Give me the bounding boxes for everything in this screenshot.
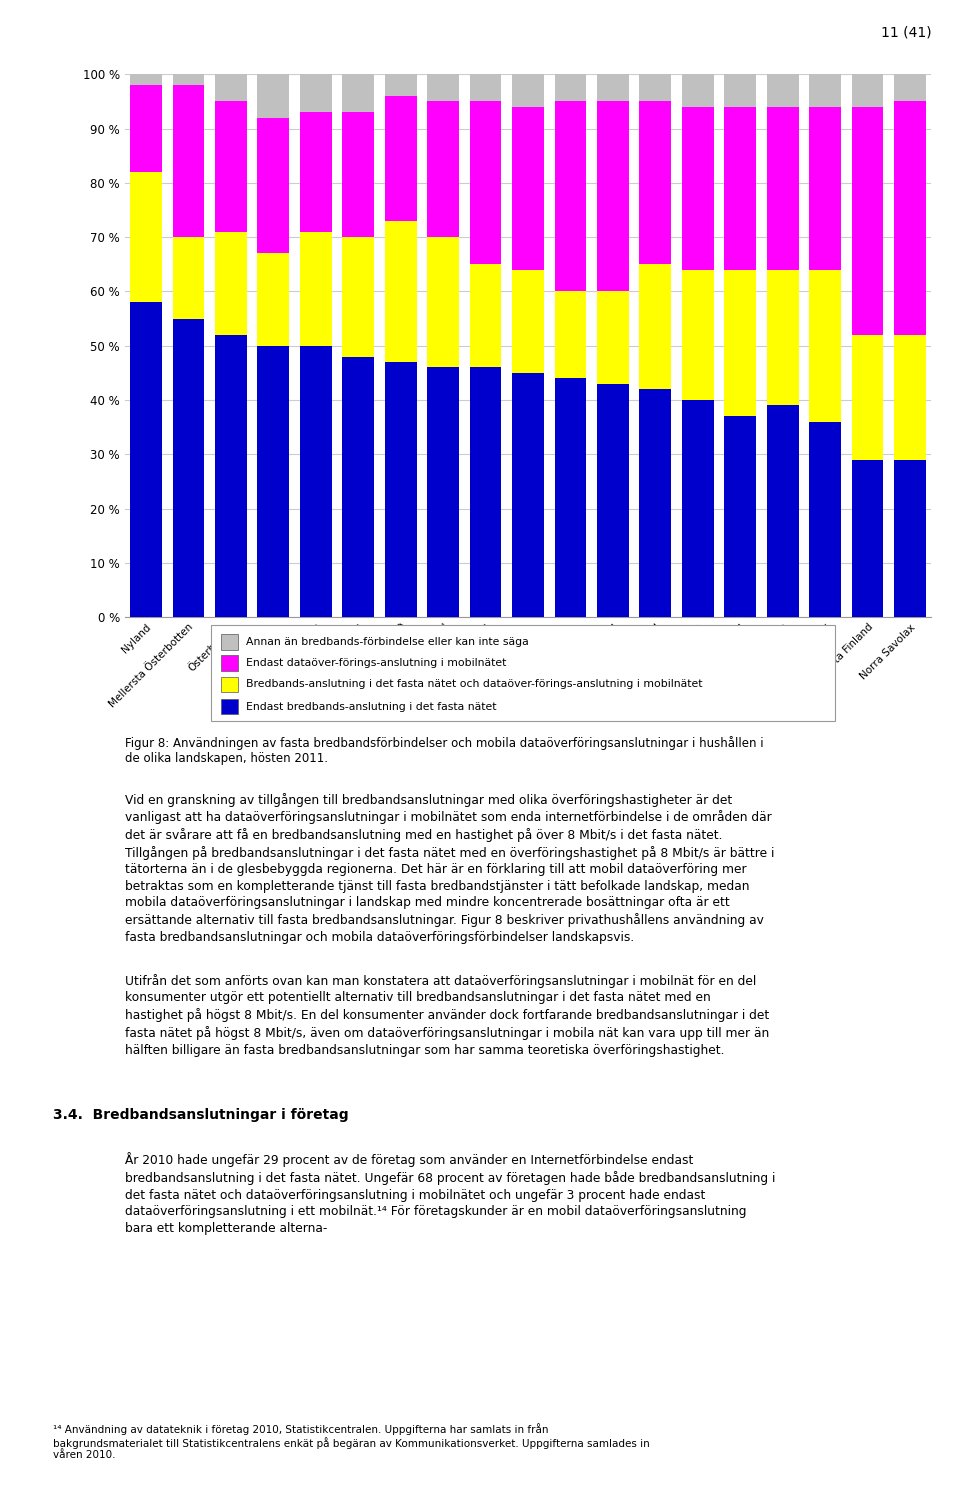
Bar xyxy=(427,238,459,367)
Bar xyxy=(469,74,501,101)
Bar xyxy=(852,335,883,459)
Bar xyxy=(724,269,756,416)
Bar xyxy=(300,232,332,346)
Bar xyxy=(512,107,544,269)
Bar xyxy=(597,101,629,291)
Bar xyxy=(257,74,289,117)
Bar xyxy=(343,113,374,238)
Text: ¹⁴ Användning av datateknik i företag 2010, Statistikcentralen. Uppgifterna har : ¹⁴ Användning av datateknik i företag 20… xyxy=(53,1423,650,1460)
Bar xyxy=(767,107,799,269)
Bar xyxy=(221,633,238,650)
Bar xyxy=(597,384,629,617)
Bar xyxy=(131,74,162,85)
Bar xyxy=(173,85,204,238)
Bar xyxy=(215,232,247,335)
Bar xyxy=(215,74,247,101)
Bar xyxy=(257,346,289,617)
Bar xyxy=(682,74,713,107)
Bar xyxy=(639,101,671,265)
Bar xyxy=(343,74,374,113)
Bar xyxy=(852,107,883,335)
Bar xyxy=(173,74,204,85)
Bar xyxy=(469,367,501,617)
Bar xyxy=(809,422,841,617)
Bar xyxy=(300,346,332,617)
Bar xyxy=(427,101,459,238)
Bar xyxy=(385,97,417,222)
Bar xyxy=(724,74,756,107)
Bar xyxy=(639,390,671,617)
Text: 11 (41): 11 (41) xyxy=(880,25,931,39)
Text: Vid en granskning av tillgången till bredbandsanslutningar med olika överförings: Vid en granskning av tillgången till bre… xyxy=(125,793,774,944)
Bar xyxy=(221,699,238,714)
Bar xyxy=(385,74,417,97)
Bar xyxy=(427,367,459,617)
Bar xyxy=(597,291,629,384)
Bar xyxy=(809,107,841,269)
Bar xyxy=(469,265,501,367)
Bar xyxy=(767,406,799,617)
Bar xyxy=(257,117,289,253)
Bar xyxy=(682,107,713,269)
Bar xyxy=(894,101,925,335)
Bar xyxy=(221,677,238,693)
Bar xyxy=(427,74,459,101)
Bar xyxy=(639,74,671,101)
Bar xyxy=(724,107,756,269)
Bar xyxy=(894,459,925,617)
Bar xyxy=(131,85,162,172)
Bar xyxy=(300,74,332,113)
FancyBboxPatch shape xyxy=(211,625,835,721)
Bar xyxy=(555,378,587,617)
Bar xyxy=(343,357,374,617)
Text: Annan än bredbands-förbindelse eller kan inte säga: Annan än bredbands-förbindelse eller kan… xyxy=(246,636,528,647)
Bar xyxy=(724,416,756,617)
Bar xyxy=(257,253,289,346)
Bar xyxy=(682,400,713,617)
Bar xyxy=(639,265,671,390)
Bar xyxy=(512,269,544,373)
Bar xyxy=(512,373,544,617)
Bar xyxy=(469,101,501,265)
Bar xyxy=(173,318,204,617)
Bar xyxy=(555,74,587,101)
Bar xyxy=(597,74,629,101)
Bar xyxy=(894,74,925,101)
Bar xyxy=(343,238,374,357)
Text: Endast dataöver-förings-anslutning i mobilnätet: Endast dataöver-förings-anslutning i mob… xyxy=(246,659,506,668)
Text: Bredbands-anslutning i det fasta nätet och dataöver-förings-anslutning i mobilnä: Bredbands-anslutning i det fasta nätet o… xyxy=(246,680,702,690)
Bar xyxy=(512,74,544,107)
Bar xyxy=(894,335,925,459)
Bar xyxy=(809,269,841,422)
Bar xyxy=(682,269,713,400)
Text: 3.4.  Bredbandsanslutningar i företag: 3.4. Bredbandsanslutningar i företag xyxy=(53,1108,348,1121)
Text: Utifrån det som anförts ovan kan man konstatera att dataöverföringsanslutningar : Utifrån det som anförts ovan kan man kon… xyxy=(125,974,769,1057)
Text: År 2010 hade ungefär 29 procent av de företag som använder en Internetförbindels: År 2010 hade ungefär 29 procent av de fö… xyxy=(125,1152,775,1234)
Bar xyxy=(852,459,883,617)
Text: Figur 8: Användningen av fasta bredbandsförbindelser och mobila dataöverföringsa: Figur 8: Användningen av fasta bredbands… xyxy=(125,736,763,764)
Bar xyxy=(215,101,247,232)
Bar xyxy=(852,74,883,107)
Bar xyxy=(300,113,332,232)
Bar xyxy=(555,291,587,378)
Bar xyxy=(131,172,162,302)
Bar xyxy=(767,269,799,406)
Bar xyxy=(221,656,238,671)
Bar xyxy=(385,361,417,617)
Bar xyxy=(215,335,247,617)
Bar xyxy=(131,302,162,617)
Bar xyxy=(173,238,204,318)
Bar xyxy=(555,101,587,291)
Bar xyxy=(767,74,799,107)
Bar xyxy=(385,222,417,361)
Text: Endast bredbands-anslutning i det fasta nätet: Endast bredbands-anslutning i det fasta … xyxy=(246,702,496,712)
Bar xyxy=(809,74,841,107)
